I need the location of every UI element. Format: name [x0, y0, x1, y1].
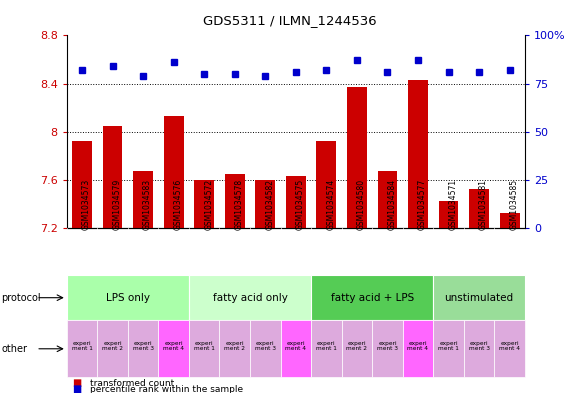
Bar: [494, 320, 525, 377]
Text: GSM1034583: GSM1034583: [143, 179, 152, 230]
Text: experi
ment 4: experi ment 4: [285, 341, 306, 351]
Bar: [281, 320, 311, 377]
Text: protocol: protocol: [1, 293, 41, 303]
Text: experi
ment 3: experi ment 3: [255, 341, 276, 351]
Text: LPS only: LPS only: [106, 293, 150, 303]
Text: GSM1034574: GSM1034574: [327, 179, 335, 230]
Text: GSM1034572: GSM1034572: [204, 179, 213, 230]
Bar: [158, 320, 189, 377]
Text: GSM1034575: GSM1034575: [296, 179, 305, 230]
Text: fatty acid + LPS: fatty acid + LPS: [331, 293, 414, 303]
Bar: [128, 320, 158, 377]
Text: ■: ■: [72, 384, 82, 393]
Bar: [72, 141, 92, 228]
Text: ■: ■: [72, 378, 82, 388]
Text: experi
ment 4: experi ment 4: [163, 341, 184, 351]
Text: GSM1034580: GSM1034580: [357, 179, 366, 230]
Bar: [189, 275, 311, 320]
Bar: [433, 320, 464, 377]
Bar: [189, 320, 219, 377]
Text: GSM1034571: GSM1034571: [448, 179, 458, 230]
Bar: [255, 180, 275, 228]
Bar: [97, 320, 128, 377]
Text: other: other: [1, 344, 27, 354]
Text: GSM1034584: GSM1034584: [387, 179, 397, 230]
Text: GSM1034579: GSM1034579: [113, 179, 122, 230]
Bar: [403, 320, 433, 377]
Text: GSM1034581: GSM1034581: [479, 179, 488, 230]
Bar: [500, 213, 520, 228]
Bar: [133, 171, 153, 228]
Text: experi
ment 2: experi ment 2: [346, 341, 367, 351]
Bar: [194, 180, 214, 228]
Bar: [103, 126, 122, 228]
Text: GSM1034585: GSM1034585: [510, 179, 519, 230]
Bar: [317, 141, 336, 228]
Text: GDS5311 / ILMN_1244536: GDS5311 / ILMN_1244536: [203, 14, 377, 27]
Text: experi
ment 4: experi ment 4: [499, 341, 520, 351]
Bar: [67, 320, 97, 377]
Text: experi
ment 4: experi ment 4: [408, 341, 429, 351]
Bar: [464, 320, 494, 377]
Bar: [378, 171, 397, 228]
Bar: [311, 275, 433, 320]
Text: GSM1034573: GSM1034573: [82, 179, 91, 230]
Text: experi
ment 1: experi ment 1: [194, 341, 215, 351]
Text: GSM1034576: GSM1034576: [173, 179, 183, 230]
Text: experi
ment 2: experi ment 2: [102, 341, 123, 351]
Text: transformed count: transformed count: [90, 379, 174, 387]
Bar: [433, 275, 525, 320]
Bar: [219, 320, 250, 377]
Bar: [342, 320, 372, 377]
Bar: [438, 202, 458, 228]
Text: experi
ment 3: experi ment 3: [469, 341, 490, 351]
Bar: [67, 275, 189, 320]
Bar: [408, 80, 428, 228]
Bar: [347, 87, 367, 228]
Bar: [372, 320, 403, 377]
Bar: [164, 116, 183, 228]
Bar: [311, 320, 342, 377]
Text: GSM1034578: GSM1034578: [235, 179, 244, 230]
Text: experi
ment 3: experi ment 3: [133, 341, 154, 351]
Text: experi
ment 2: experi ment 2: [224, 341, 245, 351]
Text: unstimulated: unstimulated: [444, 293, 514, 303]
Text: GSM1034582: GSM1034582: [265, 179, 274, 230]
Bar: [225, 174, 245, 228]
Bar: [250, 320, 281, 377]
Text: experi
ment 1: experi ment 1: [316, 341, 337, 351]
Bar: [286, 176, 306, 228]
Bar: [469, 189, 489, 228]
Text: GSM1034577: GSM1034577: [418, 179, 427, 230]
Text: fatty acid only: fatty acid only: [212, 293, 288, 303]
Text: experi
ment 1: experi ment 1: [438, 341, 459, 351]
Text: experi
ment 1: experi ment 1: [71, 341, 92, 351]
Text: experi
ment 3: experi ment 3: [377, 341, 398, 351]
Text: percentile rank within the sample: percentile rank within the sample: [90, 385, 243, 393]
